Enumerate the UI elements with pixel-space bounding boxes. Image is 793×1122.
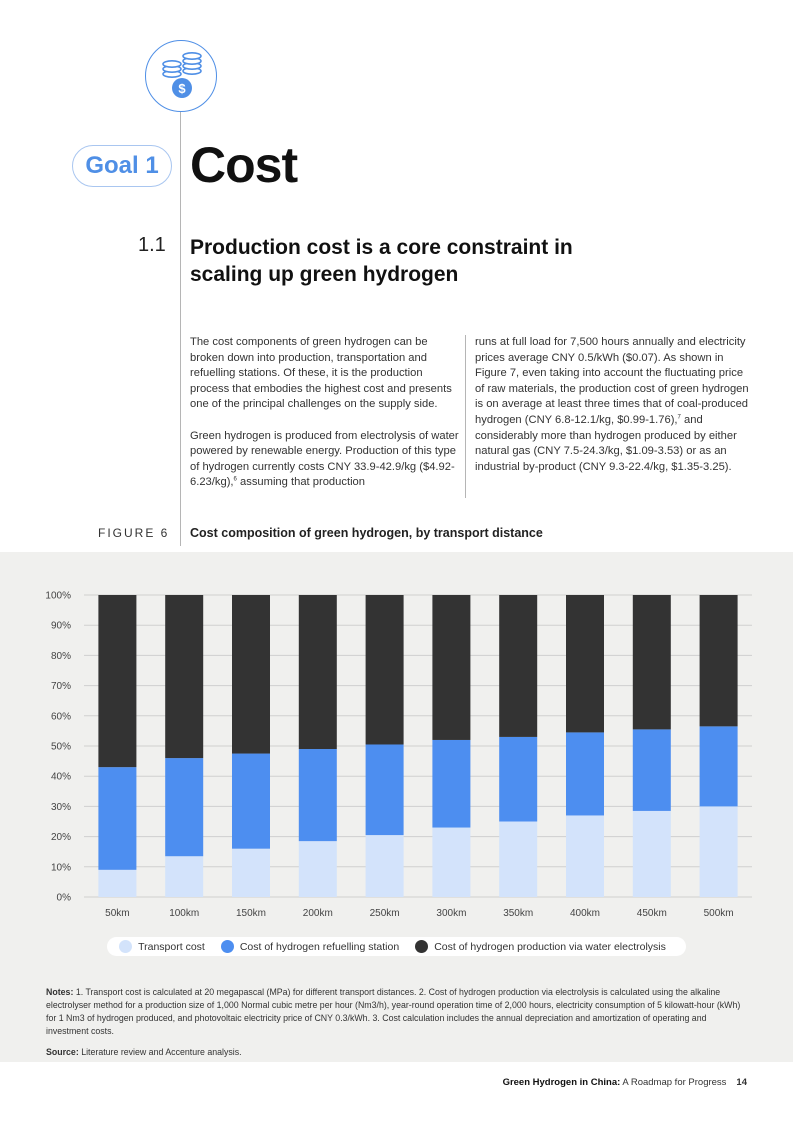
bar-segment bbox=[98, 595, 137, 768]
body-column-1: The cost components of green hydrogen ca… bbox=[190, 335, 460, 507]
figure-source: Source: Literature review and Accenture … bbox=[46, 1047, 242, 1057]
footnote-ref[interactable]: 6 bbox=[233, 476, 237, 483]
bar-segment bbox=[432, 827, 471, 897]
y-tick-label: 30% bbox=[51, 802, 71, 813]
coins-dollar-icon: $ bbox=[145, 40, 217, 112]
x-tick-label: 250km bbox=[370, 908, 400, 919]
y-tick-label: 50% bbox=[51, 742, 71, 753]
bar-segment bbox=[499, 821, 538, 897]
bar-segment bbox=[499, 736, 538, 822]
bar-segment bbox=[365, 595, 404, 745]
bar-segment bbox=[632, 729, 671, 811]
bar-segment bbox=[365, 744, 404, 836]
legend-label: Transport cost bbox=[138, 940, 205, 953]
bar-segment bbox=[232, 595, 270, 754]
y-tick-label: 100% bbox=[45, 591, 71, 602]
x-tick-label: 100km bbox=[169, 908, 199, 919]
x-tick-label: 150km bbox=[236, 908, 266, 919]
y-tick-label: 40% bbox=[51, 772, 71, 783]
y-tick-label: 80% bbox=[51, 651, 71, 662]
bar-segment bbox=[566, 595, 604, 733]
legend-item: Transport cost bbox=[119, 940, 205, 953]
legend-label: Cost of hydrogen refuelling station bbox=[239, 940, 400, 953]
body-column-2: runs at full load for 7,500 hours annual… bbox=[475, 336, 749, 473]
vertical-divider bbox=[180, 112, 181, 546]
figure-title: Cost composition of green hydrogen, by t… bbox=[190, 526, 543, 540]
bar-segment bbox=[432, 595, 471, 740]
x-tick-label: 500km bbox=[704, 908, 734, 919]
x-tick-label: 300km bbox=[436, 908, 466, 919]
x-tick-label: 50km bbox=[105, 908, 129, 919]
x-tick-label: 200km bbox=[303, 908, 333, 919]
bar-segment bbox=[699, 595, 738, 727]
figure-notes: Notes: 1. Transport cost is calculated a… bbox=[46, 987, 741, 1036]
bar-segment bbox=[566, 732, 604, 816]
x-tick-label: 350km bbox=[503, 908, 533, 919]
figure-label: FIGURE 6 bbox=[98, 526, 170, 540]
section-title: Production cost is a core constraint in … bbox=[190, 236, 573, 286]
bar-segment bbox=[232, 848, 270, 897]
chart-legend: Transport cost Cost of hydrogen refuellin… bbox=[0, 937, 793, 956]
x-tick-label: 450km bbox=[637, 908, 667, 919]
bar-segment bbox=[98, 869, 137, 897]
bar-segment bbox=[298, 749, 337, 842]
bar-segment bbox=[499, 595, 538, 737]
y-tick-label: 90% bbox=[51, 621, 71, 632]
paragraph: Green hydrogen is produced from electrol… bbox=[190, 429, 459, 489]
legend-swatch bbox=[415, 940, 429, 953]
legend-item: Cost of hydrogen refuelling station bbox=[220, 940, 400, 953]
page-number: 14 bbox=[736, 1077, 747, 1088]
y-tick-label: 0% bbox=[57, 893, 72, 904]
legend-swatch bbox=[220, 940, 234, 953]
bar-segment bbox=[699, 726, 738, 807]
bar-segment bbox=[298, 595, 337, 750]
legend-item: Cost of hydrogen production via water el… bbox=[415, 940, 666, 953]
bar-segment bbox=[632, 595, 671, 730]
y-tick-label: 10% bbox=[51, 862, 71, 873]
page-title: Cost bbox=[190, 137, 298, 193]
bar-segment bbox=[98, 767, 137, 870]
y-tick-label: 20% bbox=[51, 832, 71, 843]
bar-segment bbox=[365, 835, 404, 897]
bar-segment bbox=[165, 758, 204, 857]
bar-segment bbox=[432, 739, 471, 828]
bar-segment bbox=[699, 806, 738, 897]
bar-segment bbox=[232, 753, 270, 849]
svg-text:$: $ bbox=[178, 81, 186, 96]
paragraph: The cost components of green hydrogen ca… bbox=[190, 336, 452, 411]
page-footer: Green Hydrogen in China: A Roadmap for P… bbox=[502, 1077, 747, 1088]
footnote-ref[interactable]: 7 bbox=[677, 414, 681, 421]
legend-swatch bbox=[119, 940, 133, 953]
column-divider bbox=[465, 335, 466, 498]
bar-segment bbox=[298, 841, 337, 897]
bar-segment bbox=[632, 810, 671, 897]
goal-badge: Goal 1 bbox=[72, 145, 172, 187]
bar-segment bbox=[165, 856, 204, 897]
legend-label: Cost of hydrogen production via water el… bbox=[434, 940, 666, 953]
y-tick-label: 60% bbox=[51, 711, 71, 722]
bar-segment bbox=[165, 595, 204, 759]
x-tick-label: 400km bbox=[570, 908, 600, 919]
bar-segment bbox=[566, 815, 604, 897]
section-number: 1.1 bbox=[138, 234, 166, 256]
y-tick-label: 70% bbox=[51, 681, 71, 692]
